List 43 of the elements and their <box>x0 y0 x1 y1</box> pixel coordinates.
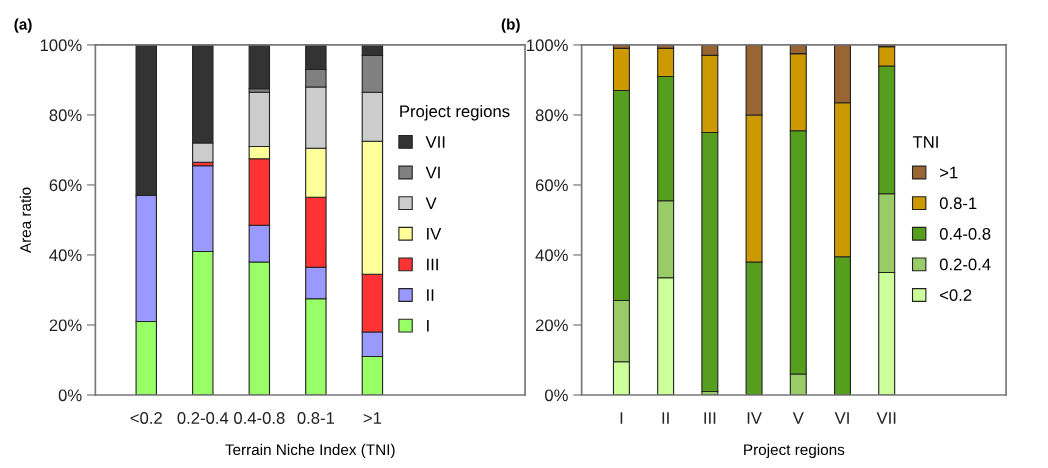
legend-label: III <box>427 258 438 271</box>
y-tick-label: 40% <box>49 249 82 262</box>
chart-title: (a) <box>14 18 32 33</box>
y-tick-label: 60% <box>49 179 82 192</box>
x-tick-label: IV <box>747 412 762 424</box>
legend-label: VII <box>425 136 445 148</box>
chart-title: (b) <box>501 18 520 33</box>
x-tick-label: III <box>704 412 716 424</box>
x-tick-label: <0.2 <box>130 412 162 424</box>
legend-label: <0.2 <box>940 289 972 301</box>
legend-label: 0.2-0.4 <box>939 258 991 271</box>
x-tick-label: >1 <box>363 412 382 424</box>
legend-label: V <box>425 197 437 209</box>
y-tick-label: 40% <box>535 249 568 262</box>
y-axis-title: Area ratio <box>19 187 31 254</box>
y-tick-label: 60% <box>535 179 568 192</box>
legend-title: Project regions <box>400 105 510 121</box>
x-tick-label: V <box>792 412 804 424</box>
legend-label: I <box>427 319 429 332</box>
legend-label: VI <box>425 166 440 179</box>
y-tick-label: 0% <box>58 389 82 402</box>
legend-label: II <box>427 289 434 301</box>
x-tick-label: 0.8-1 <box>297 412 335 424</box>
x-axis-title: Terrain Niche Index (TNI) <box>225 443 395 459</box>
y-tick-label: 100% <box>40 39 82 52</box>
legend-title: TNI <box>912 136 938 148</box>
y-tick-label: 100% <box>527 39 568 52</box>
x-tick-label: I <box>620 412 623 424</box>
x-tick-label: II <box>662 412 669 424</box>
y-tick-label: 0% <box>545 389 568 402</box>
x-tick-label: VI <box>834 412 849 424</box>
x-tick-label: 0.2-0.4 <box>177 412 229 424</box>
y-tick-label: 80% <box>49 109 82 122</box>
legend-label: 0.8-1 <box>939 197 977 210</box>
x-tick-label: 0.4-0.8 <box>234 412 285 424</box>
y-tick-label: 20% <box>49 319 82 332</box>
x-axis-title: Project regions <box>744 443 845 459</box>
legend-label: >1 <box>940 166 958 179</box>
legend-label: IV <box>427 228 442 240</box>
y-tick-label: 80% <box>535 109 568 122</box>
x-tick-label: VII <box>876 412 896 424</box>
legend-label: 0.4-0.8 <box>939 227 991 240</box>
y-tick-label: 20% <box>535 319 568 332</box>
